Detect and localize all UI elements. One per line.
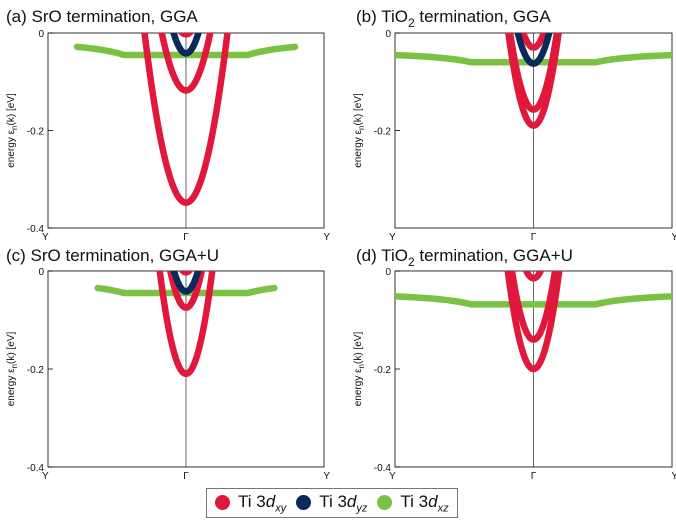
band-xy <box>177 33 195 38</box>
panel-c: (c) SrO termination, GGA+U energy εn(k) [… <box>6 246 330 482</box>
band-xz <box>395 293 672 308</box>
x-tick-label: Y <box>323 471 330 482</box>
legend-dot-icon <box>377 495 393 511</box>
legend-dot-icon <box>215 495 230 511</box>
legend: Ti 3dxy Ti 3dyz Ti 3dxz <box>206 488 458 518</box>
y-tick-label: -0.4 <box>374 463 392 474</box>
legend-label: Ti 3dxy <box>238 491 287 515</box>
band-xy <box>178 271 194 276</box>
y-tick-label: -0.2 <box>27 365 45 376</box>
y-axis-label: energy εn(k) [eV] <box>353 332 366 407</box>
x-tick-label: Y <box>42 232 49 243</box>
panel-title: (a) SrO termination, GGA <box>6 7 198 26</box>
x-tick-label: Γ <box>183 232 189 243</box>
x-tick-label: Y <box>323 232 330 243</box>
band-xy <box>504 271 563 373</box>
x-tick-label: Γ <box>531 232 537 243</box>
y-tick-label: 0 <box>385 29 391 40</box>
y-axis-label: energy εn(k) [eV] <box>6 93 19 168</box>
x-tick-label: Y <box>671 471 676 482</box>
x-tick-label: Y <box>671 232 676 243</box>
band-xy <box>522 271 545 282</box>
y-tick-label: -0.2 <box>374 127 392 138</box>
y-tick-label: -0.4 <box>27 463 45 474</box>
legend-item-xy: Ti 3dxy <box>215 492 286 514</box>
band-xy <box>158 33 214 94</box>
y-tick-label: 0 <box>38 267 44 278</box>
band-xy <box>508 271 559 343</box>
y-tick-label: -0.4 <box>27 224 45 235</box>
panel-b: (b) TiO2 termination, GGA energy εn(k) [e… <box>353 7 676 243</box>
legend-label: Ti 3dyz <box>319 491 368 515</box>
x-tick-label: Γ <box>531 471 537 482</box>
y-tick-label: -0.2 <box>374 365 392 376</box>
band-xy <box>166 271 206 311</box>
legend-item-yz: Ti 3dyz <box>296 492 367 514</box>
band-xy <box>141 33 231 206</box>
x-tick-label: Γ <box>183 471 189 482</box>
y-tick-label: 0 <box>385 267 391 278</box>
panel-title: (d) TiO2 termination, GGA+U <box>356 246 573 269</box>
band-xy <box>505 33 562 129</box>
band-xy <box>156 271 216 378</box>
panel-title: (b) TiO2 termination, GGA <box>356 7 551 30</box>
panel-d: (d) TiO2 termination, GGA+U energy εn(k) … <box>353 246 676 482</box>
legend-item-xz: Ti 3dxz <box>377 491 449 515</box>
legend-label: Ti 3dxz <box>400 491 449 515</box>
x-tick-label: Y <box>389 471 396 482</box>
x-tick-label: Y <box>389 232 396 243</box>
x-tick-label: Y <box>42 471 49 482</box>
band-xy <box>506 33 561 113</box>
y-tick-label: 0 <box>38 29 44 40</box>
panel-title: (c) SrO termination, GGA+U <box>6 246 219 265</box>
band-xy <box>519 33 548 51</box>
legend-dot-icon <box>296 495 312 511</box>
band-yz <box>514 33 553 67</box>
band-yz <box>170 33 202 57</box>
y-axis-label: energy εn(k) [eV] <box>6 332 19 407</box>
y-axis-label: energy εn(k) [eV] <box>353 93 366 168</box>
y-tick-label: -0.2 <box>27 127 45 138</box>
band-yz <box>170 271 202 295</box>
panel-a: (a) SrO termination, GGA energy εn(k) [eV… <box>6 7 330 243</box>
